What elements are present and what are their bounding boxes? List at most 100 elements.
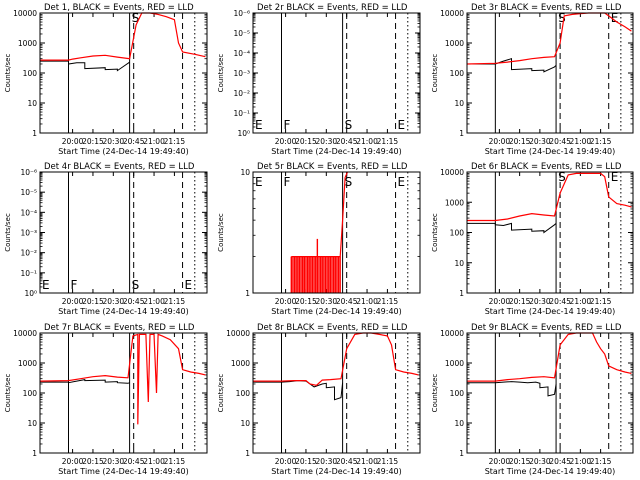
event-marker-F-label: F (284, 175, 291, 189)
event-marker-E-label: E (398, 175, 406, 189)
x-tick-label: 20:45 (123, 137, 145, 146)
chart-panel-5: Det 5r BLACK = Events, RED = LLD Counts/s… (217, 162, 421, 316)
plot-frame (39, 332, 208, 454)
event-marker-E-label: E (255, 118, 263, 132)
y-tick-label: 1 (32, 449, 37, 458)
event-marker-E-label: E (42, 278, 50, 292)
lld-series-line (467, 332, 632, 382)
lld-series-line (40, 12, 206, 61)
y-tick-label: 10⁻⁶ (20, 168, 37, 177)
lld-series-line (291, 171, 349, 258)
x-tick-label: 20:45 (336, 297, 358, 306)
chart-panel-7: Det 7r BLACK = Events, RED = LLD Counts/s… (4, 323, 208, 476)
lld-series-line (466, 12, 632, 65)
y-tick-label: 1 (459, 129, 464, 138)
x-tick-label: 20:15 (82, 137, 104, 146)
lld-series-line (253, 332, 419, 386)
y-tick-label: 10⁻³ (20, 229, 37, 238)
events-series-line (253, 380, 344, 401)
y-tick-label: 10000 (440, 329, 464, 338)
y-axis-label: Counts/sec (431, 374, 439, 413)
x-tick-label: 21:15 (164, 137, 186, 146)
x-tick-label: 20:45 (123, 457, 145, 466)
x-tick-label: 20:30 (316, 297, 338, 306)
events-series-line (467, 222, 557, 234)
event-marker-E-label: E (611, 11, 619, 25)
chart-title: Det 1, BLACK = Events, RED = LLD (44, 3, 194, 13)
y-tick-label: 1 (32, 129, 37, 138)
plot-frame (252, 171, 421, 294)
y-tick-label: 10⁻⁴ (233, 49, 250, 58)
x-tick-label: 20:15 (295, 457, 317, 466)
y-axis-label: Counts/sec (431, 54, 439, 93)
x-tick-label: 20:15 (295, 137, 317, 146)
x-tick-label: 21:15 (164, 297, 186, 306)
y-tick-label: 10 (454, 99, 464, 108)
y-tick-label: 10000 (13, 9, 37, 18)
events-series-line (467, 58, 557, 73)
x-axis-label: Start Time (24-Dec-14 19:49:40) (485, 467, 616, 476)
y-tick-label: 10 (240, 168, 250, 177)
y-tick-label: 100 (23, 389, 38, 398)
x-tick-label: 20:00 (62, 457, 84, 466)
plot-frame (252, 12, 421, 134)
event-marker-S-label: S (132, 278, 140, 292)
x-tick-label: 21:00 (143, 457, 165, 466)
y-tick-label: 10⁰ (237, 129, 250, 138)
y-tick-label: 10⁻⁵ (233, 29, 250, 38)
chart-panel-3: Det 3r BLACK = Events, RED = LLD Counts/s… (431, 3, 634, 156)
x-tick-label: 20:00 (275, 297, 297, 306)
y-tick-label: 100 (450, 69, 465, 78)
x-tick-label: 21:15 (590, 297, 612, 306)
y-tick-label: 10000 (226, 329, 250, 338)
y-tick-label: 10 (240, 419, 250, 428)
y-tick-label: 10⁻⁶ (233, 9, 250, 18)
plot-frame (39, 12, 208, 134)
event-marker-S-label: S (558, 11, 566, 25)
y-tick-label: 10⁻² (233, 89, 250, 98)
chart-title: Det 4r BLACK = Events, RED = LLD (44, 162, 195, 172)
x-tick-label: 21:15 (377, 297, 399, 306)
y-axis-label: Counts/sec (431, 213, 439, 252)
y-tick-label: 100 (450, 389, 465, 398)
x-tick-label: 20:00 (62, 297, 84, 306)
y-tick-label: 10 (454, 419, 464, 428)
x-tick-label: 20:15 (295, 297, 317, 306)
plot-frame (466, 332, 634, 454)
y-tick-label: 10⁻² (20, 249, 37, 258)
event-marker-S-label: S (345, 118, 353, 132)
x-tick-label: 20:30 (103, 457, 125, 466)
y-tick-label: 10 (27, 99, 37, 108)
x-tick-label: 21:00 (356, 137, 378, 146)
x-tick-label: 20:00 (275, 137, 297, 146)
event-marker-F-label: F (71, 278, 78, 292)
y-axis-label: Counts/sec (217, 54, 225, 93)
y-axis-label: Counts/sec (4, 374, 12, 413)
x-axis-label: Start Time (24-Dec-14 19:49:40) (271, 147, 402, 156)
events-series-line (40, 378, 130, 384)
chart-panel-4: Det 4r BLACK = Events, RED = LLD Counts/s… (4, 162, 208, 316)
chart-panel-9: Det 9r BLACK = Events, RED = LLD Counts/s… (431, 323, 634, 476)
x-tick-label: 20:00 (62, 137, 84, 146)
x-tick-label: 20:30 (529, 137, 551, 146)
x-tick-label: 20:15 (509, 457, 531, 466)
x-tick-label: 20:00 (489, 297, 511, 306)
chart-title: Det 2r BLACK = Events, RED = LLD (257, 3, 408, 13)
x-tick-label: 21:00 (143, 297, 165, 306)
chart-title: Det 6r BLACK = Events, RED = LLD (471, 162, 622, 172)
x-tick-label: 20:15 (82, 457, 104, 466)
x-axis-label: Start Time (24-Dec-14 19:49:40) (271, 467, 402, 476)
events-series-line (467, 381, 557, 397)
x-tick-label: 21:15 (590, 457, 612, 466)
x-tick-label: 20:15 (509, 297, 531, 306)
x-tick-label: 20:30 (103, 297, 125, 306)
y-tick-label: 1 (245, 289, 250, 298)
x-tick-label: 20:30 (103, 137, 125, 146)
x-axis-label: Start Time (24-Dec-14 19:49:40) (58, 307, 189, 316)
plot-frame (466, 12, 634, 134)
y-tick-label: 1 (245, 449, 250, 458)
y-tick-label: 10⁻⁵ (20, 188, 37, 197)
event-marker-S-label: S (132, 11, 140, 25)
x-axis-label: Start Time (24-Dec-14 19:49:40) (485, 307, 616, 316)
